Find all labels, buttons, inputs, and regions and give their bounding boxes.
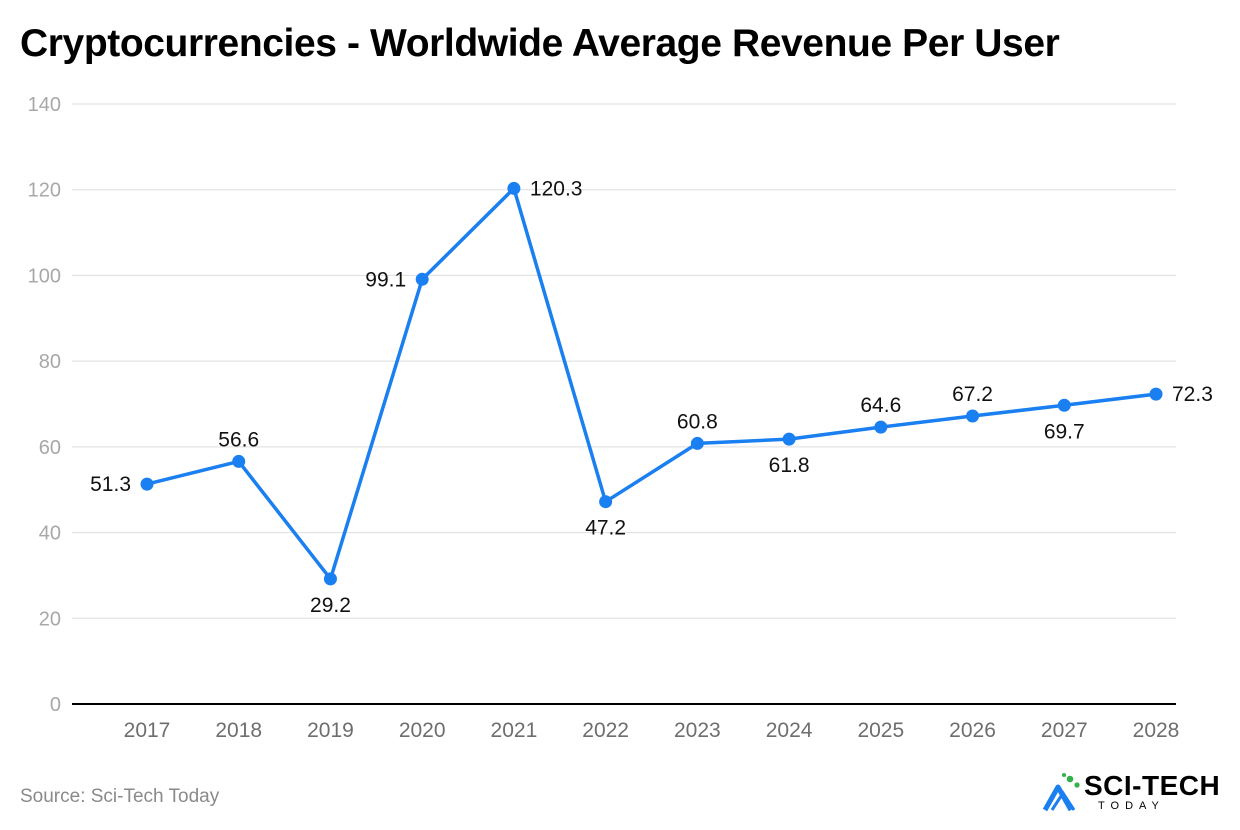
data-label: 47.2 — [585, 517, 626, 540]
y-tick-label: 100 — [28, 265, 61, 287]
data-point — [690, 436, 704, 450]
x-tick-label: 2028 — [1133, 719, 1180, 742]
y-tick-label: 140 — [28, 94, 61, 116]
data-point — [1149, 387, 1163, 401]
x-tick-label: 2019 — [307, 719, 354, 742]
data-label: 99.1 — [365, 268, 406, 291]
series-line — [145, 186, 1158, 581]
x-tick-label: 2020 — [399, 719, 446, 742]
brand-subtitle: TODAY — [1098, 800, 1165, 812]
data-point — [874, 420, 888, 434]
x-tick-label: 2027 — [1041, 719, 1088, 742]
y-tick-label: 80 — [39, 351, 61, 373]
data-point — [415, 272, 429, 286]
x-tick-label: 2021 — [491, 719, 538, 742]
data-point — [1057, 398, 1071, 412]
data-point — [966, 409, 980, 423]
data-point — [232, 454, 246, 468]
x-tick-label: 2022 — [582, 719, 629, 742]
brand-name: SCI-TECH — [1084, 770, 1221, 801]
brand-logo-icon — [1042, 773, 1080, 812]
data-points — [140, 181, 1163, 586]
x-axis-ticks: 2017 2018 2019 2020 2021 2022 2023 2024 2025 2026… — [124, 719, 1180, 742]
x-tick-label: 2026 — [949, 719, 996, 742]
data-label: 51.3 — [90, 473, 131, 496]
data-label: 67.2 — [952, 383, 993, 406]
x-tick-label: 2017 — [124, 719, 171, 742]
data-point — [140, 477, 154, 491]
data-label: 60.8 — [677, 410, 718, 433]
y-tick-label: 20 — [39, 608, 61, 630]
data-label: 61.8 — [769, 454, 810, 477]
series-polyline — [145, 186, 1158, 581]
data-point — [323, 572, 337, 586]
x-tick-label: 2018 — [215, 719, 262, 742]
x-tick-label: 2024 — [766, 719, 813, 742]
data-point — [507, 181, 521, 195]
chart-title: Cryptocurrencies - Worldwide Average Rev… — [20, 22, 1060, 65]
grid-lines — [72, 103, 1176, 619]
data-label: 72.3 — [1172, 383, 1213, 406]
y-tick-label: 120 — [28, 180, 61, 202]
y-axis-ticks: 0 20 40 60 80 100 120 140 — [28, 94, 61, 716]
data-label: 120.3 — [530, 177, 583, 200]
data-label: 69.7 — [1044, 420, 1085, 443]
x-tick-label: 2025 — [857, 719, 904, 742]
y-tick-label: 40 — [39, 523, 61, 545]
data-labels: 51.3 56.6 29.2 99.1 120.3 47.2 60.8 61.8 64.6 67.… — [90, 177, 1213, 616]
data-point — [599, 495, 613, 509]
data-label: 64.6 — [860, 394, 901, 417]
source-note: Source: Sci-Tech Today — [20, 786, 220, 807]
brand-logo: SCI-TECH TODAY — [1042, 770, 1232, 816]
data-label: 56.6 — [218, 428, 259, 451]
y-tick-label: 0 — [50, 694, 61, 716]
y-tick-label: 60 — [39, 437, 61, 459]
data-label: 29.2 — [310, 594, 351, 617]
data-point — [782, 432, 796, 446]
x-tick-label: 2023 — [674, 719, 721, 742]
